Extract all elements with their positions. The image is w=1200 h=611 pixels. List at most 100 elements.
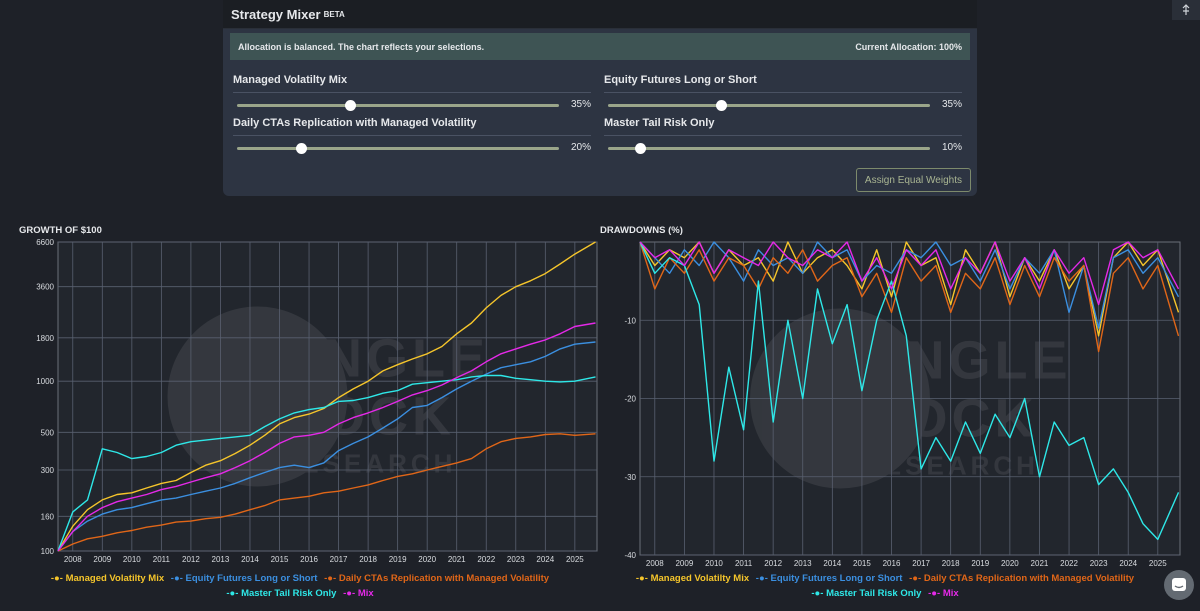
legend-label: Master Tail Risk Only xyxy=(826,588,922,599)
series-line xyxy=(639,241,1180,541)
panel-header: Strategy Mixer BETA xyxy=(223,0,977,29)
x-tick-label: 2009 xyxy=(93,555,111,564)
x-tick-label: 2023 xyxy=(507,555,525,564)
x-tick-label: 2017 xyxy=(912,559,930,568)
x-tick-label: 2020 xyxy=(418,555,436,564)
legend-label: Daily CTAs Replication with Managed Vola… xyxy=(923,573,1135,584)
legend-label: Managed Volatilty Mix xyxy=(650,573,750,584)
series-line xyxy=(57,322,596,552)
beta-badge: BETA xyxy=(323,9,345,19)
drawdown-chart-title: DRAWDOWNS (%) xyxy=(600,225,683,236)
x-tick-label: 2022 xyxy=(1060,559,1078,568)
series-line xyxy=(57,433,596,552)
x-tick-label: 2016 xyxy=(300,555,318,564)
x-tick-label: 2019 xyxy=(971,559,989,568)
x-tick-label: 2024 xyxy=(536,555,554,564)
x-tick-label: 2016 xyxy=(883,559,901,568)
x-tick-label: 2015 xyxy=(271,555,289,564)
y-tick-label: 6600 xyxy=(36,238,54,247)
legend-daily-ctas[interactable]: -●- Daily CTAs Replication with Managed … xyxy=(324,573,550,584)
legend-master-tail[interactable]: -●- Master Tail Risk Only xyxy=(811,588,922,599)
legend-master-tail[interactable]: -●- Master Tail Risk Only xyxy=(226,588,337,599)
y-tick-label: 1000 xyxy=(36,377,54,386)
legend-mix[interactable]: -●- Mix xyxy=(928,588,959,599)
slider-value: 35% xyxy=(570,99,591,110)
x-tick-label: 2018 xyxy=(359,555,377,564)
slider-label: Managed Volatilty Mix xyxy=(233,74,591,93)
slider-track[interactable] xyxy=(237,147,559,150)
slider-knob[interactable] xyxy=(344,100,356,111)
slider-row[interactable]: 35% xyxy=(233,93,591,117)
legend-managed-volatility[interactable]: -●- Managed Volatilty Mix xyxy=(635,573,750,584)
collapse-icon xyxy=(1182,4,1190,15)
slider-label: Master Tail Risk Only xyxy=(604,117,962,136)
legend-label: Mix xyxy=(942,588,959,599)
x-tick-label: 2023 xyxy=(1090,559,1108,568)
legend-equity-futures[interactable]: -●- Equity Futures Long or Short xyxy=(170,573,318,584)
jungle-rock-palm-logo-icon xyxy=(167,306,348,487)
y-tick-label: 500 xyxy=(41,428,55,437)
y-tick-label: 3600 xyxy=(36,283,54,292)
x-tick-label: 2025 xyxy=(566,555,584,564)
legend-daily-ctas[interactable]: -●- Daily CTAs Replication with Managed … xyxy=(909,573,1135,584)
slider-knob[interactable] xyxy=(296,143,308,154)
x-tick-label: 2014 xyxy=(241,555,259,564)
watermark-text: RESEARCH xyxy=(861,451,1039,481)
x-tick-label: 2024 xyxy=(1119,559,1137,568)
x-tick-label: 2010 xyxy=(123,555,141,564)
x-tick-label: 2008 xyxy=(646,559,664,568)
legend-mix[interactable]: -●- Mix xyxy=(343,588,374,599)
legend-label: Managed Volatilty Mix xyxy=(65,573,165,584)
y-tick-label: -10 xyxy=(624,316,636,325)
x-tick-label: 2011 xyxy=(735,559,753,568)
x-tick-label: 2015 xyxy=(853,559,871,568)
slider-label: Daily CTAs Replication with Managed Vola… xyxy=(233,117,591,136)
x-tick-label: 2008 xyxy=(64,555,82,564)
slider-knob[interactable] xyxy=(635,143,647,154)
growth-legend: -●- Managed Volatilty Mix -●- Equity Fut… xyxy=(0,573,600,599)
x-tick-label: 2021 xyxy=(448,555,466,564)
legend-managed-volatility[interactable]: -●- Managed Volatilty Mix xyxy=(50,573,165,584)
slider-track[interactable] xyxy=(237,104,559,107)
drawdown-legend: -●- Managed Volatilty Mix -●- Equity Fut… xyxy=(600,573,1170,599)
plot-area xyxy=(57,241,598,552)
watermark-text: JUNGLE xyxy=(828,331,1071,391)
series-line xyxy=(57,241,596,552)
slider-track[interactable] xyxy=(608,104,930,107)
slider-track[interactable] xyxy=(608,147,930,150)
x-tick-label: 2020 xyxy=(1001,559,1019,568)
y-tick-label: -20 xyxy=(624,395,636,404)
y-tick-label: -40 xyxy=(624,551,636,560)
y-tick-label: 300 xyxy=(41,466,55,475)
x-tick-label: 2013 xyxy=(794,559,812,568)
legend-label: Master Tail Risk Only xyxy=(241,588,337,599)
slider-master-tail-risk: Master Tail Risk Only 10% xyxy=(604,117,962,160)
series-line xyxy=(57,341,596,552)
y-tick-label: 100 xyxy=(41,547,55,556)
legend-equity-futures[interactable]: -●- Equity Futures Long or Short xyxy=(755,573,903,584)
chat-button[interactable] xyxy=(1164,570,1194,600)
legend-label: Daily CTAs Replication with Managed Vola… xyxy=(338,573,550,584)
strategy-mixer-panel: Strategy Mixer BETA Allocation is balanc… xyxy=(223,0,977,196)
x-tick-label: 2011 xyxy=(153,555,171,564)
x-tick-label: 2012 xyxy=(764,559,782,568)
slider-row[interactable]: 35% xyxy=(604,93,962,117)
chat-icon xyxy=(1172,578,1186,591)
allocation-status-bar: Allocation is balanced. The chart reflec… xyxy=(230,33,970,60)
x-tick-label: 2013 xyxy=(212,555,230,564)
x-tick-label: 2010 xyxy=(705,559,723,568)
assign-equal-weights-button[interactable]: Assign Equal Weights xyxy=(855,168,971,192)
slider-value: 20% xyxy=(570,142,591,153)
collapse-button[interactable] xyxy=(1172,0,1200,20)
slider-value: 35% xyxy=(941,99,962,110)
current-allocation: Current Allocation: 100% xyxy=(855,41,962,52)
slider-value: 10% xyxy=(941,142,962,153)
slider-knob[interactable] xyxy=(715,100,727,111)
series-line xyxy=(57,374,596,552)
slider-row[interactable]: 10% xyxy=(604,136,962,160)
slider-row[interactable]: 20% xyxy=(233,136,591,160)
watermark-text: ROCK xyxy=(863,389,1038,449)
